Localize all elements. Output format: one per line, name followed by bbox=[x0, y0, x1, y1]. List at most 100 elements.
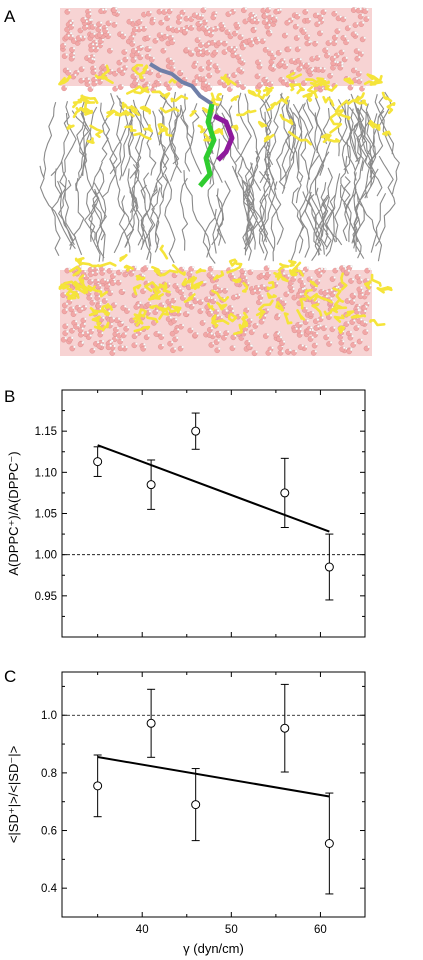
water-hydrogen bbox=[271, 14, 274, 18]
lipid-headgroup bbox=[364, 280, 372, 290]
water-hydrogen bbox=[301, 277, 304, 281]
water-hydrogen bbox=[299, 292, 303, 296]
water-hydrogen bbox=[78, 304, 81, 308]
water-hydrogen bbox=[277, 8, 280, 12]
lipid-tail bbox=[375, 193, 387, 262]
water-hydrogen bbox=[229, 11, 232, 14]
lipid-tail bbox=[71, 110, 90, 158]
water-hydrogen bbox=[330, 288, 333, 292]
lipid-headgroup bbox=[72, 100, 83, 109]
lipid-headgroup bbox=[247, 89, 258, 97]
water-hydrogen bbox=[260, 63, 263, 67]
water-hydrogen bbox=[333, 276, 336, 279]
lipid-headgroup bbox=[334, 105, 344, 117]
water-hydrogen bbox=[76, 323, 80, 327]
water-hydrogen bbox=[139, 45, 143, 49]
water-hydrogen bbox=[120, 67, 123, 71]
lipid-headgroup bbox=[67, 293, 77, 300]
water-hydrogen bbox=[234, 294, 238, 298]
water-hydrogen bbox=[83, 322, 87, 326]
water-hydrogen bbox=[179, 287, 182, 290]
water-hydrogen bbox=[306, 266, 310, 270]
water-hydrogen bbox=[357, 48, 361, 51]
water-hydrogen bbox=[363, 36, 367, 40]
water-hydrogen bbox=[225, 309, 228, 312]
water-hydrogen bbox=[79, 35, 83, 38]
lipid-tail bbox=[325, 196, 335, 257]
lipid-tail bbox=[259, 193, 275, 251]
water-hydrogen bbox=[253, 289, 257, 292]
water-hydrogen bbox=[356, 22, 359, 25]
data-point bbox=[280, 488, 290, 498]
water-hydrogen bbox=[309, 328, 312, 332]
water-hydrogen bbox=[221, 79, 224, 83]
water-hydrogen bbox=[130, 18, 133, 22]
water-hydrogen bbox=[360, 338, 364, 342]
water-hydrogen bbox=[325, 295, 329, 298]
water-hydrogen bbox=[68, 267, 71, 271]
water-hydrogen bbox=[162, 302, 165, 306]
lipid-tail bbox=[101, 93, 115, 163]
lipid-tail bbox=[179, 177, 189, 251]
lipid-tail bbox=[290, 112, 303, 161]
lipid-headgroup bbox=[210, 92, 220, 106]
water-hydrogen bbox=[298, 46, 302, 50]
lipid-headgroup bbox=[263, 133, 275, 143]
water-hydrogen bbox=[241, 58, 244, 61]
water-hydrogen bbox=[135, 342, 138, 345]
water-hydrogen bbox=[285, 63, 289, 67]
water-hydrogen bbox=[357, 325, 360, 328]
lipid-headgroup bbox=[119, 109, 135, 118]
lipid-headgroup bbox=[84, 101, 93, 116]
water-hydrogen bbox=[252, 12, 255, 15]
water-hydrogen bbox=[207, 296, 211, 300]
lipid-headgroup bbox=[93, 321, 103, 331]
water-hydrogen bbox=[173, 39, 176, 42]
water-hydrogen bbox=[140, 19, 143, 22]
water-hydrogen bbox=[279, 297, 283, 300]
water-hydrogen bbox=[311, 336, 314, 339]
water-hydrogen bbox=[243, 84, 247, 87]
water-hydrogen bbox=[149, 301, 152, 305]
water-hydrogen bbox=[358, 274, 361, 277]
water-hydrogen bbox=[270, 30, 273, 34]
water-hydrogen bbox=[71, 336, 74, 340]
water-hydrogen bbox=[125, 65, 129, 68]
water-hydrogen bbox=[126, 56, 129, 60]
water-hydrogen bbox=[360, 78, 363, 82]
lipid-headgroup bbox=[279, 113, 294, 126]
lipid-headgroup bbox=[231, 124, 239, 131]
lipid-headgroup bbox=[144, 281, 160, 292]
water-hydrogen bbox=[96, 270, 99, 274]
lipid-headgroup bbox=[307, 85, 318, 99]
water-hydrogen bbox=[99, 284, 102, 287]
water-hydrogen bbox=[87, 55, 91, 58]
water-hydrogen bbox=[307, 62, 311, 66]
lipid-headgroup bbox=[78, 262, 98, 268]
water-hydrogen bbox=[147, 280, 150, 284]
water-hydrogen bbox=[210, 72, 213, 76]
water-hydrogen bbox=[177, 27, 181, 31]
water-hydrogen bbox=[252, 329, 256, 332]
water-hydrogen bbox=[117, 317, 121, 320]
lipid-headgroup bbox=[226, 262, 243, 274]
water-hydrogen bbox=[267, 265, 270, 268]
lipid-headgroup bbox=[159, 107, 180, 114]
water-hydrogen bbox=[156, 309, 159, 312]
water-hydrogen bbox=[233, 9, 237, 12]
water-hydrogen bbox=[153, 19, 156, 23]
lipid-tails bbox=[39, 91, 400, 264]
lipid-headgroup bbox=[275, 301, 285, 312]
lipid-tail bbox=[329, 96, 351, 171]
water-hydrogen bbox=[333, 55, 337, 59]
water-hydrogen bbox=[204, 7, 207, 10]
water-hydrogen bbox=[169, 316, 173, 319]
lipid-headgroup bbox=[313, 294, 333, 304]
water-hydrogen bbox=[177, 328, 180, 331]
water-hydrogen bbox=[87, 77, 91, 81]
lipid-tail bbox=[170, 105, 182, 165]
water-hydrogen bbox=[319, 324, 322, 327]
water-hydrogen bbox=[258, 73, 261, 77]
water-hydrogen bbox=[262, 272, 266, 276]
water-hydrogen bbox=[183, 9, 186, 13]
